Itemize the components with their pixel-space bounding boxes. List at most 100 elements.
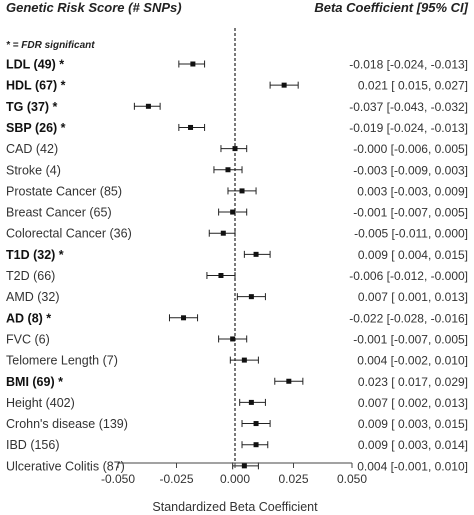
row-snp-count: (6) (31, 332, 50, 346)
beta-ci-text: -0.018 [-0.024, -0.013] (349, 58, 468, 72)
beta-ci-text: -0.006 [-0.012, -0.000] (349, 269, 468, 283)
beta-ci-text: 0.009 [ 0.003, 0.015] (358, 417, 468, 431)
row-label: Colorectal Cancer (36) (6, 227, 132, 241)
point-estimate (188, 124, 194, 130)
row-label: T2D (66) (6, 269, 55, 283)
row-label: T1D (32) * (6, 248, 64, 262)
row-label: HDL (67) * (6, 79, 66, 93)
beta-ci-text: -0.001 [-0.007, 0.005] (353, 206, 468, 220)
row-snp-count: (49) * (30, 58, 64, 72)
row-name: Crohn's disease (6, 417, 95, 431)
beta-ci-text: -0.022 [-0.028, -0.016] (349, 311, 468, 325)
row-snp-count: (32) * (30, 248, 64, 262)
beta-ci-text: 0.021 [ 0.015, 0.027] (358, 79, 468, 93)
row-label: Stroke (4) (6, 163, 61, 177)
x-axis-title: Standardized Beta Coefficient (152, 500, 318, 514)
row-label: SBP (26) * (6, 121, 66, 135)
row-name: HDL (6, 79, 32, 93)
left-header: Genetic Risk Score (# SNPs) (6, 0, 182, 15)
row-label: Breast Cancer (65) (6, 206, 112, 220)
point-estimate (239, 188, 245, 194)
row-name: CAD (6, 142, 32, 156)
row-name: Prostate Cancer (6, 184, 96, 198)
beta-ci-text: -0.005 [-0.011, 0.000] (354, 227, 468, 241)
beta-ci-text: -0.037 [-0.043, -0.032] (349, 100, 468, 114)
row-name: T2D (6, 269, 30, 283)
row-snp-count: (8) * (24, 311, 51, 325)
row-snp-count: (36) (106, 227, 132, 241)
row-snp-count: (37) * (23, 100, 57, 114)
beta-ci-text: 0.007 [ 0.002, 0.013] (358, 396, 468, 410)
row-label: IBD (156) (6, 438, 60, 452)
row-snp-count: (66) (30, 269, 56, 283)
beta-ci-text: 0.009 [ 0.004, 0.015] (358, 248, 468, 262)
point-estimate (253, 421, 259, 427)
point-estimate (225, 167, 231, 173)
row-snp-count: (85) (96, 184, 122, 198)
x-tick-label: -0.050 (101, 472, 135, 486)
beta-ci-text: 0.003 [-0.003, 0.009] (357, 184, 468, 198)
row-name: BMI (6, 375, 29, 389)
row-label: LDL (49) * (6, 58, 64, 72)
row-name: LDL (6, 58, 31, 72)
right-header: Beta Coefficient [95% CI] (314, 0, 468, 15)
row-snp-count: (32) (34, 290, 60, 304)
row-label: FVC (6) (6, 332, 50, 346)
point-estimate (253, 442, 259, 448)
row-label: BMI (69) * (6, 375, 63, 389)
x-tick-label: 0.025 (278, 472, 308, 486)
point-estimate (145, 103, 151, 109)
beta-ci-text: 0.007 [ 0.001, 0.013] (358, 290, 468, 304)
row-name: IBD (6, 438, 27, 452)
row-snp-count: (65) (86, 206, 112, 220)
row-snp-count: (402) (42, 396, 75, 410)
row-snp-count: (69) * (29, 375, 63, 389)
point-estimate (230, 209, 236, 215)
point-estimate (232, 146, 238, 152)
beta-ci-text: -0.003 [-0.009, 0.003] (353, 163, 468, 177)
point-estimate (241, 357, 247, 363)
significance-note: * = FDR significant (6, 40, 95, 51)
row-snp-count: (42) (32, 142, 58, 156)
row-label: TG (37) * (6, 100, 58, 114)
point-estimate (220, 230, 226, 236)
row-label: Telomere Length (7) (6, 354, 118, 368)
row-snp-count: (7) (99, 354, 118, 368)
beta-ci-text: 0.009 [ 0.003, 0.014] (358, 438, 468, 452)
row-name: Telomere Length (6, 354, 99, 368)
row-snp-count: (67) * (31, 79, 65, 93)
x-tick-label: 0.000 (220, 472, 250, 486)
beta-ci-text: 0.023 [ 0.017, 0.029] (358, 375, 468, 389)
row-name: Breast Cancer (6, 206, 86, 220)
row-name: TG (6, 100, 23, 114)
beta-ci-text: -0.001 [-0.007, 0.005] (353, 332, 468, 346)
row-name: Stroke (6, 163, 42, 177)
beta-ci-text: 0.004 [-0.001, 0.010] (357, 459, 468, 473)
point-estimate (218, 273, 224, 278)
row-snp-count: (4) (42, 163, 61, 177)
row-name: SBP (6, 121, 31, 135)
point-estimate (286, 378, 292, 384)
point-estimate (248, 399, 254, 405)
row-label: CAD (42) (6, 142, 58, 156)
point-estimate (181, 315, 187, 321)
row-label: Height (402) (6, 396, 75, 410)
plot-area: LDL (49) * -0.018 [-0.024, -0.013] HDL (67… (6, 28, 468, 514)
beta-ci-text: -0.019 [-0.024, -0.013] (349, 121, 468, 135)
row-name: FVC (6, 332, 31, 346)
point-estimate (190, 61, 196, 67)
point-estimate (248, 294, 254, 300)
row-label: AD (8) * (6, 311, 51, 325)
x-tick-label: 0.050 (337, 472, 367, 486)
row-name: T1D (6, 248, 30, 262)
row-snp-count: (26) * (31, 121, 65, 135)
row-name: Height (6, 396, 43, 410)
row-name: Colorectal Cancer (6, 227, 106, 241)
row-label: Prostate Cancer (85) (6, 184, 122, 198)
point-estimate (253, 251, 259, 257)
row-snp-count: (156) (27, 438, 60, 452)
point-estimate (241, 463, 247, 469)
row-name: AMD (6, 290, 34, 304)
beta-ci-text: -0.000 [-0.006, 0.005] (353, 142, 468, 156)
